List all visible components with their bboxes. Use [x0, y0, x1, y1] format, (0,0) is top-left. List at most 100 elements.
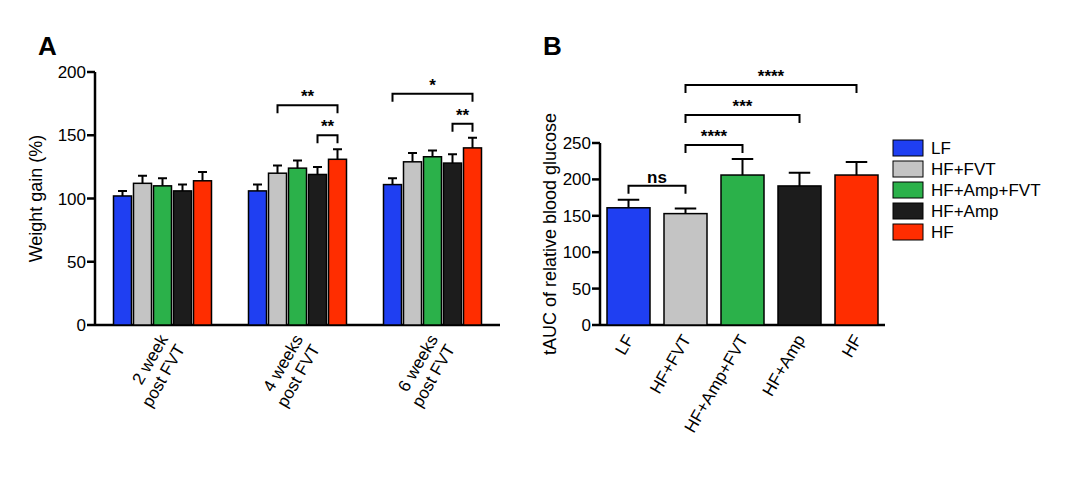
error-bar [448, 154, 457, 163]
bar [778, 186, 821, 325]
y-tick [87, 71, 95, 74]
x-tick-label-line: post FVT [408, 341, 459, 410]
error-bar [293, 161, 302, 169]
error-bar [313, 167, 322, 175]
panel-letter: A [38, 31, 57, 61]
significance-label: **** [758, 67, 785, 86]
significance-label: *** [733, 97, 753, 116]
y-tick [87, 134, 95, 137]
legend-swatch [893, 161, 923, 177]
significance-label: ** [301, 87, 315, 106]
error-bar [118, 191, 127, 196]
bar [309, 174, 327, 325]
bar [329, 159, 347, 325]
bar [835, 175, 878, 325]
y-tick [87, 261, 95, 264]
significance-label: ns [647, 168, 667, 187]
x-tick-label-line: HF+Amp [759, 332, 809, 400]
significance-bracket [686, 115, 800, 123]
plot-marks [607, 159, 878, 325]
x-tick-label: 4 weekspost FVT [256, 332, 324, 411]
y-tick [87, 324, 95, 327]
x-tick-label-line: LF [612, 332, 638, 359]
legend-label: HF+Amp+FVT [931, 181, 1041, 200]
y-tick-label: 200 [563, 170, 591, 189]
x-tick-label: HF+Amp [759, 332, 809, 400]
error-bar [408, 153, 417, 162]
y-axis-label: Weight gain (%) [26, 135, 46, 263]
bar [444, 163, 462, 325]
x-tick-label-line: HF+FVT [646, 332, 695, 398]
legend: LF HF+FVT HF+Amp+FVT HF+Amp HF [893, 139, 1041, 242]
panel-0: AWeight gain (%)0501001502002 weekpost F… [26, 31, 500, 411]
bar [134, 183, 152, 325]
x-tick-label: HF+FVT [646, 332, 695, 398]
y-tick-label: 100 [58, 190, 86, 209]
error-bar [333, 149, 342, 159]
bar [607, 208, 650, 325]
error-bar [789, 173, 811, 186]
bar [464, 148, 482, 325]
y-tick-label: 200 [58, 63, 86, 82]
y-tick [592, 178, 600, 181]
significance-bracket [278, 105, 338, 113]
y-tick [592, 215, 600, 218]
y-tick-label: 50 [572, 280, 591, 299]
significance-bracket [318, 135, 338, 143]
significance-bracket [629, 186, 686, 194]
y-tick-label: 150 [563, 207, 591, 226]
significance-label: ** [321, 117, 335, 136]
legend-swatch [893, 182, 923, 198]
bar [289, 168, 307, 325]
bar [404, 162, 422, 325]
legend-label: HF+FVT [931, 160, 996, 179]
error-bar [675, 209, 697, 214]
y-tick-label: 0 [77, 316, 86, 335]
x-tick-label: LF [612, 332, 638, 359]
error-bar [846, 162, 868, 175]
y-tick-label: 0 [582, 316, 591, 335]
x-tick-label-line: post FVT [138, 341, 189, 410]
significance-label: **** [701, 127, 728, 146]
error-bar [198, 172, 207, 181]
x-tick-label: HF [838, 332, 866, 361]
error-bar [468, 138, 477, 148]
significance-bracket [453, 124, 473, 132]
bar [721, 175, 764, 325]
legend-swatch [893, 224, 923, 240]
error-bar [618, 200, 640, 208]
panel-1: BtAUC of relative blood glucose050100150… [540, 31, 1041, 436]
error-bar [158, 178, 167, 186]
y-tick [87, 197, 95, 200]
bar [664, 214, 707, 325]
x-tick-label: 6 weekspost FVT [391, 332, 459, 411]
y-tick-label: 50 [67, 253, 86, 272]
significance-bracket [686, 145, 743, 153]
panel-letter: B [543, 31, 562, 61]
error-bar [253, 185, 262, 191]
bar [154, 186, 172, 325]
y-tick-label: 150 [58, 126, 86, 145]
bar [114, 196, 132, 325]
significance-label: ** [456, 106, 470, 125]
y-tick [592, 287, 600, 290]
x-tick-label-line: HF [838, 332, 866, 361]
legend-label: HF [931, 223, 954, 242]
error-bar [428, 150, 437, 156]
y-axis-label: tAUC of relative blood glucose [540, 113, 560, 355]
y-tick [592, 142, 600, 145]
error-bar [178, 185, 187, 191]
legend-label: LF [931, 139, 951, 158]
y-axis [599, 143, 602, 325]
x-tick-label-line: post FVT [273, 341, 324, 410]
bar [384, 185, 402, 325]
significance-bracket [393, 94, 473, 102]
error-bar [138, 176, 147, 184]
significance-bracket [686, 85, 857, 93]
bar [424, 157, 442, 325]
y-tick [592, 251, 600, 254]
bar [194, 181, 212, 325]
error-bar [388, 178, 397, 184]
legend-label: HF+Amp [931, 202, 999, 221]
bar [249, 191, 267, 325]
